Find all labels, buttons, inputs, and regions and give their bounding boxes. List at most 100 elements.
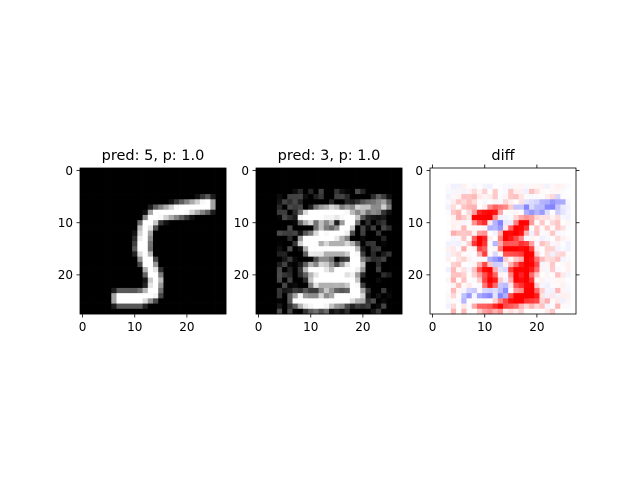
pixel bbox=[179, 261, 185, 268]
pixel bbox=[220, 194, 227, 200]
pixel bbox=[116, 267, 123, 273]
pixel bbox=[555, 225, 561, 231]
pixel bbox=[435, 173, 441, 179]
pixel bbox=[313, 246, 319, 252]
pixel bbox=[132, 303, 138, 310]
pixel bbox=[461, 199, 467, 205]
pixel bbox=[430, 282, 436, 289]
pixel bbox=[565, 277, 572, 284]
pixel bbox=[461, 188, 467, 195]
pixel bbox=[261, 225, 267, 231]
pixel bbox=[461, 303, 467, 310]
pixel bbox=[487, 261, 493, 268]
pixel bbox=[220, 188, 227, 195]
pixel bbox=[100, 277, 107, 284]
pixel bbox=[570, 178, 577, 184]
pixel bbox=[381, 209, 387, 216]
pixel bbox=[508, 246, 514, 252]
pixel bbox=[276, 194, 283, 200]
pixel bbox=[440, 199, 446, 205]
pixel bbox=[344, 173, 351, 179]
pixel bbox=[100, 303, 107, 310]
pixel bbox=[370, 272, 377, 278]
pixel bbox=[503, 251, 509, 257]
pixel bbox=[508, 287, 514, 294]
pixel bbox=[100, 267, 107, 273]
pixel bbox=[189, 282, 196, 289]
pixel bbox=[116, 251, 123, 257]
pixel bbox=[497, 235, 504, 242]
pixel bbox=[153, 235, 159, 242]
pixel bbox=[292, 225, 299, 231]
pixel bbox=[163, 261, 169, 268]
pixel bbox=[137, 267, 143, 273]
pixel bbox=[466, 225, 473, 231]
pixel bbox=[555, 282, 561, 289]
pixel bbox=[497, 225, 504, 231]
pixel bbox=[302, 272, 309, 278]
pixel bbox=[85, 277, 91, 284]
pixel bbox=[349, 293, 356, 299]
pixel bbox=[80, 168, 86, 174]
pixel bbox=[220, 287, 227, 294]
pixel bbox=[445, 261, 452, 268]
pixel bbox=[261, 267, 267, 273]
pixel bbox=[391, 293, 398, 299]
pixel bbox=[487, 272, 493, 278]
pixel bbox=[282, 235, 288, 242]
pixel bbox=[297, 178, 304, 184]
pixel bbox=[168, 183, 175, 190]
pixel bbox=[271, 272, 278, 278]
pixel bbox=[313, 241, 319, 247]
pixel bbox=[121, 220, 128, 226]
pixel bbox=[492, 199, 499, 205]
pixel bbox=[565, 204, 572, 211]
pixel bbox=[121, 261, 128, 268]
pixel bbox=[308, 209, 314, 216]
pixel bbox=[215, 261, 222, 268]
pixel bbox=[440, 194, 446, 200]
pixel bbox=[430, 225, 436, 231]
pixel bbox=[210, 298, 216, 304]
pixel bbox=[492, 183, 499, 190]
pixel bbox=[153, 194, 159, 200]
pixel bbox=[430, 183, 436, 190]
pixel bbox=[282, 188, 288, 195]
pixel bbox=[85, 183, 91, 190]
pixel bbox=[497, 303, 504, 310]
pixel bbox=[487, 183, 493, 190]
pixel bbox=[445, 293, 452, 299]
pixel bbox=[440, 261, 446, 268]
pixel bbox=[90, 241, 96, 247]
pixel bbox=[381, 261, 387, 268]
pixel bbox=[132, 272, 138, 278]
pixel bbox=[539, 256, 546, 263]
pixel bbox=[205, 194, 211, 200]
pixel bbox=[210, 241, 216, 247]
pixel bbox=[466, 251, 473, 257]
pixel bbox=[544, 225, 551, 231]
pixel bbox=[168, 194, 175, 200]
pixel bbox=[142, 183, 149, 190]
pixel bbox=[375, 277, 382, 284]
pixel bbox=[430, 287, 436, 294]
pixel bbox=[116, 261, 123, 268]
pixel bbox=[539, 303, 546, 310]
pixel bbox=[391, 277, 398, 284]
pixel bbox=[492, 251, 499, 257]
pixel bbox=[313, 214, 319, 221]
pixel bbox=[339, 256, 345, 263]
pixel bbox=[121, 272, 128, 278]
pixel bbox=[173, 277, 180, 284]
pixel bbox=[555, 261, 561, 268]
pixel bbox=[313, 183, 319, 190]
pixel bbox=[461, 194, 467, 200]
pixel bbox=[313, 261, 319, 268]
pixel bbox=[497, 308, 504, 315]
pixel bbox=[194, 261, 201, 268]
pixel bbox=[210, 293, 216, 299]
pixel bbox=[482, 220, 488, 226]
pixel bbox=[173, 293, 180, 299]
pixel bbox=[313, 230, 319, 237]
pixel bbox=[111, 214, 117, 221]
